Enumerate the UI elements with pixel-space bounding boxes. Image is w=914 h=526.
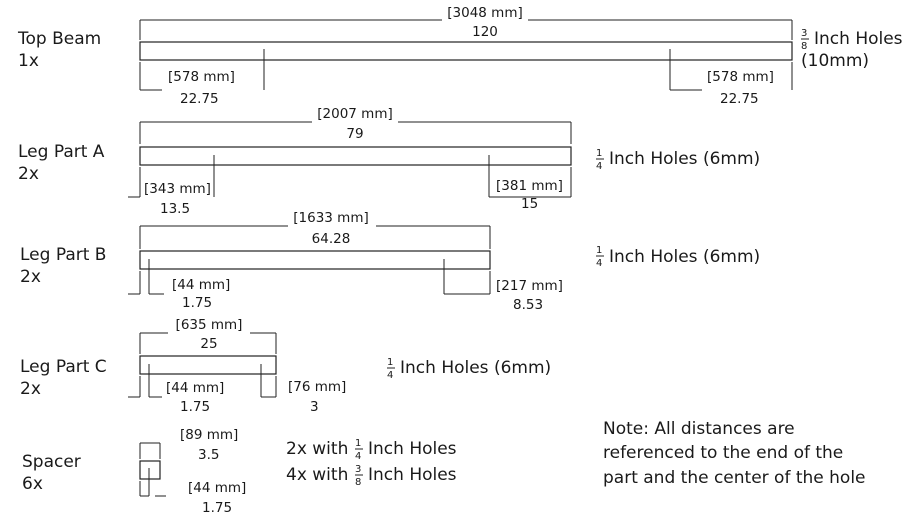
leg-b-left-mm: [44 mm] [172, 277, 230, 293]
top-beam-right-in: 22.75 [720, 91, 759, 107]
spacer-qty: 6x [22, 474, 43, 494]
leg-c-holes-text: Inch Holes (6mm) [400, 358, 551, 378]
leg-a-right-in: 15 [521, 196, 538, 212]
leg-c-bar [139, 355, 277, 375]
leg-b-group: Leg Part B 2x [1633 mm] 64.28 [44 mm] 1.… [20, 210, 760, 313]
leg-c-frac-den: 4 [387, 370, 393, 381]
top-beam-name: Top Beam [17, 29, 101, 49]
leg-a-frac-den: 4 [596, 161, 602, 172]
leg-c-left-mm: [44 mm] [166, 380, 224, 396]
leg-b-name: Leg Part B [20, 245, 106, 265]
note-block: Note: All distances are referenced to th… [603, 419, 866, 488]
leg-a-group: Leg Part A 2x [2007 mm] 79 [343 mm] 13.5… [18, 106, 760, 217]
spacer-line1-prefix: 2x with [286, 439, 348, 459]
spacer-line2-num: 3 [355, 464, 361, 475]
top-beam-qty: 1x [18, 51, 39, 71]
leg-c-qty: 2x [20, 379, 41, 399]
leg-b-holes-text: Inch Holes (6mm) [609, 247, 760, 267]
leg-b-frac-num: 1 [596, 245, 602, 256]
top-beam-group: Top Beam 1x [3048 mm] 120 [578 mm] 22.75… [17, 5, 903, 107]
leg-b-length-in: 64.28 [312, 231, 351, 247]
leg-c-length-in: 25 [200, 336, 217, 352]
spacer-line2-den: 8 [355, 477, 361, 488]
leg-a-left-in: 13.5 [160, 201, 190, 217]
top-beam-bar [139, 41, 793, 61]
leg-c-right-in: 3 [310, 399, 319, 415]
leg-b-bar [139, 250, 491, 270]
note-line-1: Note: All distances are [603, 419, 795, 439]
spacer-line2-prefix: 4x with [286, 465, 348, 485]
top-beam-holes-text: Inch Holes [814, 29, 903, 49]
spacer-line2-suffix: Inch Holes [368, 465, 457, 485]
leg-b-left-in: 1.75 [182, 295, 212, 311]
spacer-name: Spacer [22, 452, 81, 472]
leg-c-length-mm: [635 mm] [176, 317, 243, 333]
note-line-3: part and the center of the hole [603, 468, 866, 488]
leg-c-left-in: 1.75 [180, 399, 210, 415]
top-beam-length-mm: [3048 mm] [447, 5, 522, 21]
spacer-bar [139, 460, 161, 480]
top-beam-right-mm: [578 mm] [707, 69, 774, 85]
leg-c-right-mm: [76 mm] [288, 379, 346, 395]
leg-a-length-mm: [2007 mm] [317, 106, 392, 122]
spacer-hole-mm: [44 mm] [188, 480, 246, 496]
top-beam-frac-den: 8 [801, 41, 807, 52]
leg-a-frac-num: 1 [596, 148, 602, 159]
spacer-line1-suffix: Inch Holes [368, 439, 457, 459]
leg-a-name: Leg Part A [18, 142, 105, 162]
leg-a-length-in: 79 [346, 126, 363, 142]
leg-a-right-mm: [381 mm] [496, 178, 563, 194]
spacer-length-in: 3.5 [198, 447, 219, 463]
leg-b-qty: 2x [20, 267, 41, 287]
spacer-length-mm: [89 mm] [180, 427, 238, 443]
leg-a-left-mm: [343 mm] [144, 181, 211, 197]
top-beam-left-in: 22.75 [180, 91, 219, 107]
spacer-line1-den: 4 [355, 451, 361, 462]
leg-a-holes-text: Inch Holes (6mm) [609, 149, 760, 169]
leg-b-frac-den: 4 [596, 258, 602, 269]
spacer-group: Spacer 6x [89 mm] 3.5 [44 mm] 1.75 2x wi… [22, 427, 457, 516]
spacer-hole-in: 1.75 [202, 500, 232, 516]
top-beam-left-mm: [578 mm] [168, 69, 235, 85]
leg-c-name: Leg Part C [20, 357, 107, 377]
leg-c-frac-num: 1 [387, 357, 393, 368]
leg-c-group: Leg Part C 2x [635 mm] 25 [44 mm] 1.75 [… [20, 317, 551, 415]
note-line-2: referenced to the end of the [603, 443, 843, 463]
top-beam-frac-num: 3 [801, 28, 807, 39]
spacer-line1-num: 1 [355, 438, 361, 449]
leg-b-length-mm: [1633 mm] [293, 210, 368, 226]
top-beam-length-in: 120 [472, 24, 498, 40]
leg-a-qty: 2x [18, 164, 39, 184]
leg-b-right-mm: [217 mm] [496, 278, 563, 294]
leg-b-right-in: 8.53 [513, 297, 543, 313]
leg-a-bar [139, 146, 572, 166]
top-beam-holes-metric: (10mm) [801, 51, 869, 71]
